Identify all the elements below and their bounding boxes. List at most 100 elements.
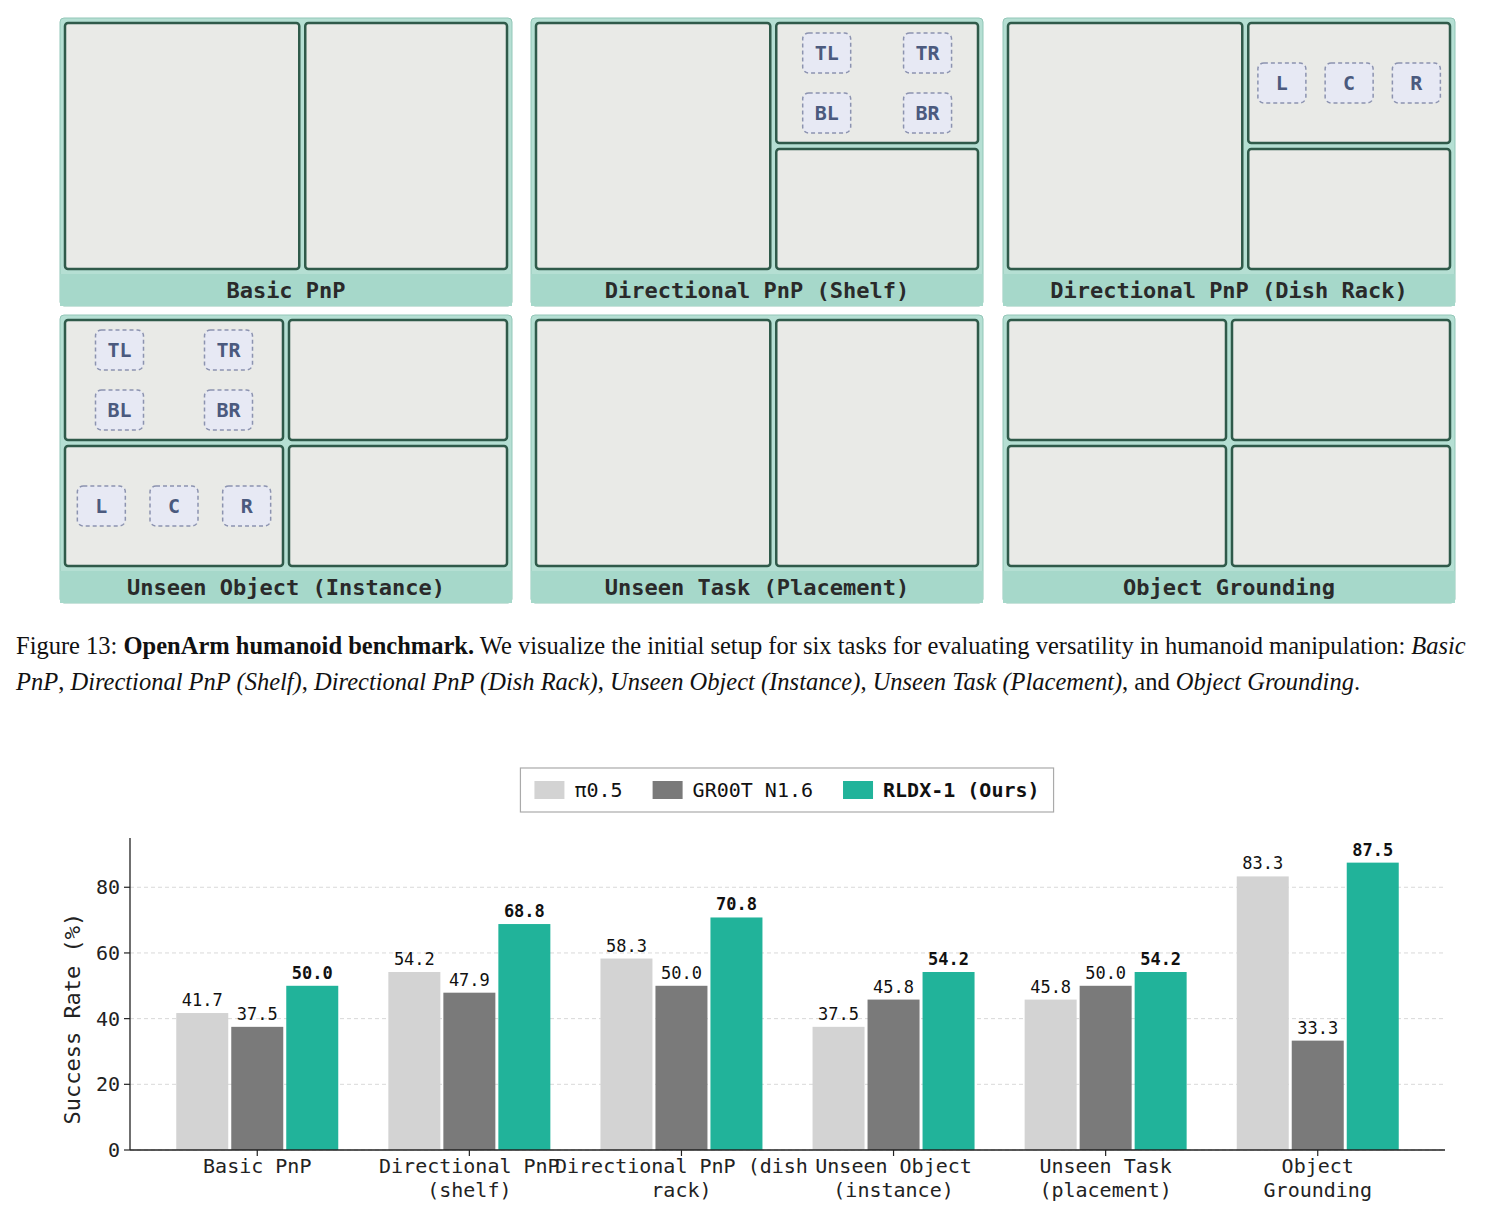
- position-label: C: [168, 494, 180, 518]
- bar: [600, 959, 652, 1150]
- photo-placeholder: [1008, 23, 1242, 269]
- photo-placeholder: [776, 149, 978, 269]
- position-label-box: [803, 33, 851, 73]
- panel-title: Object Grounding: [1123, 575, 1335, 600]
- bar: [710, 917, 762, 1150]
- position-label: L: [95, 494, 107, 518]
- data-label: 83.3: [1242, 853, 1283, 873]
- photo-placeholder: [1008, 446, 1226, 566]
- bar: [655, 986, 707, 1150]
- grid-line: [130, 1150, 1445, 1151]
- photo-placeholder: [536, 23, 770, 269]
- position-label: TL: [107, 338, 131, 362]
- category-label: Directional PnP (dishrack): [555, 1154, 808, 1202]
- panel-background: [1003, 18, 1455, 306]
- photo-placeholder: [1232, 320, 1450, 440]
- caption-text: Figure 13:: [16, 632, 124, 659]
- data-label: 33.3: [1297, 1018, 1338, 1038]
- tick-mark: [124, 1018, 130, 1019]
- photo-placeholder: [65, 446, 283, 566]
- tick-label: 0: [108, 1138, 120, 1162]
- position-label-box: [77, 486, 125, 526]
- tick-mark: [124, 1149, 130, 1150]
- legend-frame: [520, 768, 1053, 812]
- data-labels: 41.754.258.337.545.883.337.547.950.045.8…: [182, 840, 1393, 1038]
- position-label: TR: [216, 338, 241, 362]
- photo-placeholder: [289, 320, 507, 440]
- bar: [176, 1013, 228, 1150]
- category-label-line: Unseen Task: [1039, 1154, 1171, 1178]
- position-label-box: [96, 390, 144, 430]
- caption-text: We visualize the initial setup for six t…: [474, 632, 1411, 659]
- category-label: Basic PnP: [203, 1154, 311, 1178]
- y-axis-title: Success Rate (%): [60, 913, 85, 1125]
- photo-placeholder: [289, 446, 507, 566]
- photo-placeholder: [65, 320, 283, 440]
- data-label: 50.0: [1085, 963, 1126, 983]
- data-label: 54.2: [928, 949, 969, 969]
- photo-placeholder: [305, 23, 507, 269]
- legend: π0.5GR00T N1.6RLDX-1 (Ours): [520, 768, 1053, 812]
- bars: [176, 863, 1398, 1150]
- tick-mark: [124, 952, 130, 953]
- category-label-line: (shelf): [427, 1178, 511, 1202]
- position-label: TR: [916, 41, 941, 65]
- data-label: 47.9: [449, 970, 490, 990]
- bar: [1237, 876, 1289, 1150]
- legend-label: RLDX-1 (Ours): [883, 778, 1040, 802]
- bar: [1292, 1041, 1344, 1150]
- panel-title: Unseen Object (Instance): [127, 575, 445, 600]
- position-label-box: [205, 390, 253, 430]
- position-label-box: [1325, 63, 1373, 103]
- data-label: 50.0: [661, 963, 702, 983]
- panel-background: [531, 18, 983, 306]
- category-label: Unseen Object(instance): [815, 1154, 972, 1202]
- tick-label: 80: [96, 875, 120, 899]
- caption-text: Directional PnP (Shelf): [70, 668, 301, 695]
- category-label: ObjectGrounding: [1264, 1154, 1372, 1202]
- caption-text: ,: [302, 668, 314, 695]
- data-label: 41.7: [182, 990, 223, 1010]
- bar: [498, 924, 550, 1150]
- panel: Unseen Object (Instance)TLTRBLBRLCR: [60, 315, 512, 603]
- data-label: 45.8: [1030, 977, 1071, 997]
- tick-label: 40: [96, 1007, 120, 1031]
- photo-placeholder: [776, 23, 978, 143]
- category-label-line: rack): [651, 1178, 711, 1202]
- x-axis-line: [130, 1149, 1445, 1150]
- position-label-box: [803, 93, 851, 133]
- tick-mark: [124, 887, 130, 888]
- position-label: BL: [815, 101, 839, 125]
- bar: [286, 986, 338, 1150]
- panel-title: Unseen Task (Placement): [605, 575, 910, 600]
- panel-title-bar: [60, 571, 512, 603]
- page: Basic PnP Directional PnP (Shelf) TL TR BL BR…: [0, 0, 1512, 1223]
- category-label-line: Unseen Object: [815, 1154, 972, 1178]
- data-label: 87.5: [1352, 840, 1393, 860]
- position-label: R: [1410, 71, 1423, 95]
- legend-swatch: [534, 781, 564, 799]
- bar: [1347, 863, 1399, 1150]
- caption-text: Unseen Task (Placement): [873, 668, 1122, 695]
- position-label-box: [904, 93, 952, 133]
- photo-placeholder: [1008, 320, 1226, 440]
- category-label-line: Directional PnP: [379, 1154, 560, 1178]
- panel-title: Basic PnP: [226, 278, 345, 303]
- panel: Basic PnP: [60, 18, 512, 306]
- position-label: L: [1276, 71, 1288, 95]
- caption-text: Object Grounding: [1176, 668, 1354, 695]
- bar: [388, 972, 440, 1150]
- bar: [1135, 972, 1187, 1150]
- bar: [231, 1027, 283, 1150]
- legend-label: GR00T N1.6: [693, 778, 813, 802]
- position-label: BR: [916, 101, 941, 125]
- tick-mark: [124, 1084, 130, 1085]
- panel-background: [60, 315, 512, 603]
- position-label-box: [96, 330, 144, 370]
- data-label: 54.2: [1140, 949, 1181, 969]
- category-label-line: Directional PnP (dish: [555, 1154, 808, 1178]
- bar: [813, 1027, 865, 1150]
- photo-placeholder: [1232, 446, 1450, 566]
- panel-title-bar: [1003, 571, 1455, 603]
- figure: Basic PnP Directional PnP (Shelf) TL TR BL BR…: [0, 0, 1512, 1223]
